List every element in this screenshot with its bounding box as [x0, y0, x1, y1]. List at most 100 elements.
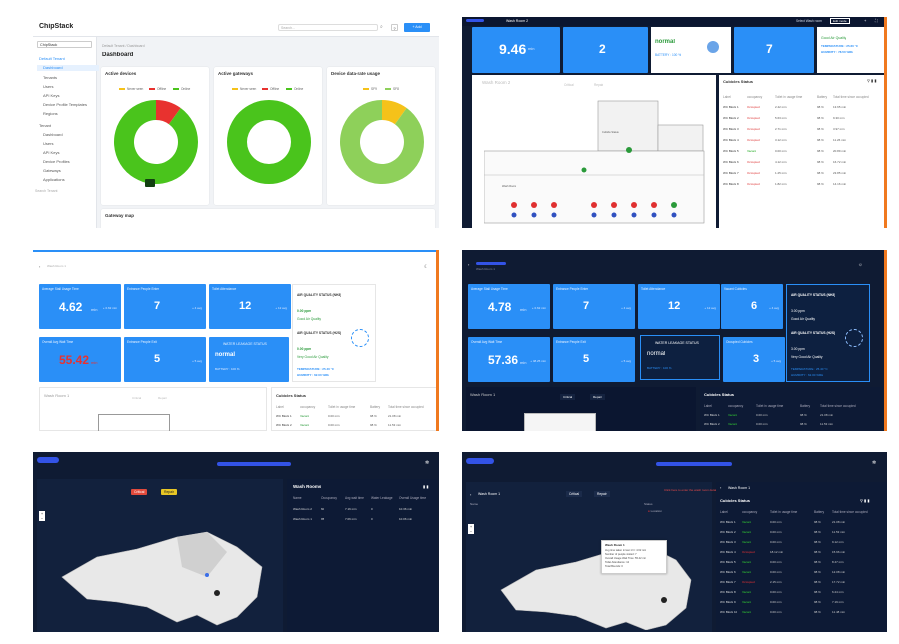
critical-button[interactable]: Critical: [564, 83, 574, 87]
back-icon[interactable]: ‹: [468, 262, 470, 267]
kpi-card[interactable]: Entrance People Exit 5 + 5 avg: [553, 337, 635, 382]
kpi-card[interactable]: Entrance People Enter 7 + 4 avg: [553, 284, 635, 329]
repair-button[interactable]: Repair: [158, 396, 167, 400]
repair-button[interactable]: Repair: [594, 83, 604, 87]
air-quality-card: AIR QUALITY STATUS (NH3) 0.00 ppm Good A…: [292, 284, 376, 382]
table-cell: 98 %: [814, 570, 821, 574]
repair-button[interactable]: Repair: [594, 491, 610, 497]
zoom-control[interactable]: + −: [39, 511, 45, 521]
table-row[interactable]: WC Block 8 Vacant 0.00 min 98 % 6.24 min: [716, 590, 887, 598]
table-row[interactable]: WC Block 8 Occupied 1.82 min 98 % 14.16 min: [719, 182, 884, 190]
nav-search-tenant[interactable]: Search Tenant: [35, 189, 58, 193]
table-row[interactable]: WC Block 2 Occupied 5.63 min 98 % 9.30 min: [719, 116, 884, 124]
nav-tenant[interactable]: Tenant: [39, 123, 52, 128]
table-row[interactable]: WC Block 2 Vacant 0.00 min 98 % 11.53 min: [272, 423, 436, 431]
donut-slice[interactable]: [382, 100, 407, 125]
fullscreen-icon[interactable]: ⛶: [875, 18, 878, 23]
kpi-card[interactable]: Toilet Attendance 12 + 12 avg: [209, 284, 291, 329]
kpi-card[interactable]: Overall Avg Wait Time 57.36 min + 48.25 min: [468, 337, 550, 382]
back-icon[interactable]: ‹: [720, 485, 722, 490]
kpi-card[interactable]: Occupied Cubicles 3 + 5 avg: [723, 337, 785, 382]
critical-filter-button[interactable]: Critical: [131, 489, 148, 495]
edit-mode-button[interactable]: Edit mode: [830, 18, 850, 24]
kpi-card[interactable]: Average Stall Usage Time 4.78 min + 0.62 mi…: [468, 284, 550, 329]
table-row[interactable]: WC Block 1 Vacant 0.00 min 98 % 21.08 min: [716, 520, 887, 528]
search-icon[interactable]: ⌕: [380, 24, 383, 30]
table-cell: WC Block 6: [723, 160, 739, 164]
critical-button[interactable]: Critical: [132, 396, 142, 400]
table-row[interactable]: Wash Room 2 60 7.16 min 0 10.36 min: [287, 507, 437, 515]
nav-device-profiles[interactable]: Device Profiles: [43, 159, 70, 164]
repair-filter-button[interactable]: Repair: [161, 489, 177, 495]
toolbar-icons[interactable]: ▮ ▮: [423, 484, 429, 489]
back-icon[interactable]: ‹: [39, 264, 41, 269]
zoom-in-button[interactable]: +: [40, 511, 44, 516]
table-row[interactable]: WC Block 3 Vacant 0.00 min 98 % 9.12 min: [716, 540, 887, 548]
critical-button[interactable]: Critical: [560, 394, 576, 400]
settings-icon[interactable]: ✲: [872, 460, 877, 466]
floor-title: Wash Room 1: [470, 392, 496, 397]
table-row[interactable]: WC Block 7 Occupied 1.25 min 98 % 23.85 min: [719, 171, 884, 179]
donut-slice[interactable]: [114, 100, 198, 184]
table-row[interactable]: WC Block 4 Occupied 18.12 min 98 % 15.96 min: [716, 550, 887, 558]
nav-regions[interactable]: Regions: [43, 111, 58, 116]
table-row[interactable]: WC Block 9 Vacant 0.00 min 98 % 7.19 min: [716, 600, 887, 608]
theme-toggle-icon[interactable]: ☼: [858, 262, 863, 268]
table-row[interactable]: WC Block 6 Vacant 0.00 min 98 % 12.08 min: [716, 570, 887, 578]
table-row[interactable]: WC Block 6 Occupied 4.12 min 98 % 16.72 min: [719, 160, 884, 168]
kpi-card[interactable]: Entrance People Exit 5 + 5 avg: [124, 337, 206, 382]
table-row[interactable]: WC Block 1 Vacant 0.00 min 98 % 21.08 min: [700, 413, 883, 421]
table-row[interactable]: WC Block 5 Vacant 0.00 min 98 % 8.47 min: [716, 560, 887, 568]
donut-slice[interactable]: [227, 100, 311, 184]
nav-tenants[interactable]: Tenants: [43, 75, 58, 80]
kpi-card[interactable]: Average Stall Usage Time 4.62 min + 0.62 mi…: [39, 284, 121, 329]
donut-slice[interactable]: [156, 100, 181, 125]
table-cell: Occupied: [742, 550, 755, 554]
toolbar-icons[interactable]: ⚲ ▮ ▮: [860, 498, 870, 503]
kpi-card[interactable]: Entrance People Enter 7 + 4 avg: [124, 284, 206, 329]
active-devices-donut: [114, 100, 198, 184]
back-icon[interactable]: ‹: [470, 492, 472, 497]
help-icon[interactable]: ?: [391, 24, 398, 31]
nav-tenant-users[interactable]: Users: [43, 141, 54, 146]
add-icon[interactable]: +: [864, 18, 867, 23]
table-row[interactable]: Wash Room 1 95 7.06 min 0 10.06 min: [287, 517, 437, 525]
table-row[interactable]: WC Block 2 Vacant 0.00 min 98 % 11.53 min: [716, 530, 887, 538]
add-button[interactable]: + Add: [404, 23, 430, 32]
zoom-out-button[interactable]: −: [40, 516, 44, 521]
table-cell: Vacant: [742, 590, 752, 594]
table-row[interactable]: WC Block 7 Occupied 2.15 min 98 % 17.72 min: [716, 580, 887, 588]
table-row[interactable]: WC Block 5 Vacant 0.00 min 98 % 20.89 min: [719, 149, 884, 157]
critical-button[interactable]: Critical: [566, 491, 583, 497]
kpi-label: Average Stall Usage Time: [471, 287, 508, 291]
nav-default-tenant[interactable]: Default Tenant: [39, 56, 65, 61]
nav-tenant-api-keys[interactable]: API Keys: [43, 150, 60, 155]
settings-icon[interactable]: ✲: [425, 460, 430, 466]
toolbar-icons[interactable]: ⚲ ▮ ▮: [867, 78, 877, 83]
search-input[interactable]: Search...: [278, 24, 378, 31]
nav-gateways[interactable]: Gateways: [43, 168, 61, 173]
table-row[interactable]: WC Block 4 Occupied 3.12 min 98 % 11.26 min: [719, 138, 884, 146]
donut-slice[interactable]: [340, 100, 424, 184]
table-cell: 18.12 min: [770, 550, 784, 554]
nav-api-keys[interactable]: API Keys: [43, 93, 60, 98]
nav-users[interactable]: Users: [43, 84, 54, 89]
table-row[interactable]: WC Block 2 Vacant 0.00 min 98 % 11.53 min: [700, 422, 883, 430]
table-row[interactable]: WC Block 1 Vacant 0.00 min 98 % 21.08 min: [272, 414, 436, 422]
tenant-select[interactable]: ChipStack: [37, 41, 92, 48]
nav-dashboard[interactable]: Dashboard: [37, 65, 99, 71]
table-row[interactable]: WC Block 10 Vacant 0.00 min 98 % 11.48 min: [716, 610, 887, 618]
room-dropdown[interactable]: Select Wash room: [796, 19, 822, 23]
zoom-control[interactable]: + −: [468, 524, 474, 534]
kpi-card[interactable]: Toilet Attendance 12 + 12 avg: [638, 284, 720, 329]
kpi-card[interactable]: Vacant Cubicles 6 + 4 avg: [721, 284, 783, 329]
nav-tenant-dashboard[interactable]: Dashboard: [43, 132, 63, 137]
table-row[interactable]: WC Block 1 Occupied 2.42 min 98 % 13.65 min: [719, 105, 884, 113]
table-row[interactable]: WC Block 3 Occupied 2.71 min 98 % 3.97 min: [719, 127, 884, 135]
nav-device-profile-templates[interactable]: Device Profile Templates: [43, 102, 87, 107]
kpi-card[interactable]: Overall Avg Wait Time 55.42 min: [39, 337, 121, 382]
washroom-tooltip[interactable]: Wash Room 1 Avg time taken in last 1 hr:…: [601, 540, 667, 574]
repair-button[interactable]: Repair: [590, 394, 605, 400]
theme-toggle-icon[interactable]: ☾: [424, 264, 429, 270]
nav-applications[interactable]: Applications: [43, 177, 65, 182]
